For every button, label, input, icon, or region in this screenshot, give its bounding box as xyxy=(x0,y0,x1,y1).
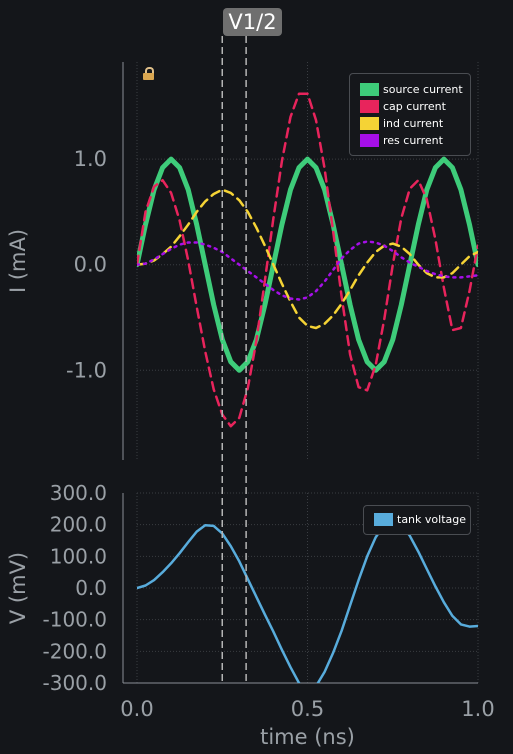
series-line-cap-current[interactable] xyxy=(137,92,478,428)
legend-label: tank voltage xyxy=(397,513,466,526)
y-tick-label: 1.0 xyxy=(74,147,107,171)
series-line-res-current[interactable] xyxy=(137,240,478,301)
cursor-layer xyxy=(221,36,247,683)
legend-label: source current xyxy=(383,83,463,96)
y-tick-label: 0.0 xyxy=(74,253,107,277)
voltage-legend: tank voltage xyxy=(363,505,471,535)
legend-swatch xyxy=(374,513,393,526)
y-axis-label: V (mV) xyxy=(6,552,30,624)
current-legend: source current cap current ind current r… xyxy=(349,73,471,156)
label-layer: -1.0 0.0 1.0 I (mA) 300.0 200.0 100.0 0.0 -100.0… xyxy=(6,147,495,749)
voltage-plot-area[interactable] xyxy=(137,518,478,696)
y-tick-label: 0.0 xyxy=(75,576,107,600)
y-tick-label: 100.0 xyxy=(50,544,107,568)
legend-label: res current xyxy=(383,134,443,147)
legend-label: ind current xyxy=(383,117,444,130)
x-tick-label: 0.0 xyxy=(120,697,153,721)
series-line-ind-current[interactable] xyxy=(137,188,478,330)
y-tick-label: 200.0 xyxy=(50,513,107,537)
series-line-source-current[interactable] xyxy=(137,156,478,373)
y-tick-label: -100.0 xyxy=(43,608,107,632)
legend-item[interactable]: cap current xyxy=(360,98,446,115)
y-tick-label: -200.0 xyxy=(43,639,107,663)
y-axis-label: I (mA) xyxy=(6,229,30,293)
legend-label: cap current xyxy=(383,100,446,113)
legend-swatch xyxy=(360,134,379,147)
legend-swatch xyxy=(360,100,379,113)
cursor-label[interactable]: V1/2 xyxy=(223,8,282,36)
x-axis-label: time (ns) xyxy=(260,725,355,749)
y-tick-label: 300.0 xyxy=(50,481,107,505)
current-plot-area[interactable] xyxy=(137,92,478,428)
legend-swatch xyxy=(360,83,379,96)
legend-item[interactable]: res current xyxy=(360,132,443,149)
x-tick-label: 0.5 xyxy=(291,697,324,721)
legend-item[interactable]: tank voltage xyxy=(374,511,466,528)
legend-item[interactable]: source current xyxy=(360,81,463,98)
y-tick-label: -1.0 xyxy=(66,358,107,382)
lock-icon[interactable] xyxy=(142,67,155,80)
legend-swatch xyxy=(360,117,379,130)
y-tick-label: -300.0 xyxy=(43,671,107,695)
series-line-tank-voltage[interactable] xyxy=(137,518,478,696)
legend-item[interactable]: ind current xyxy=(360,115,443,132)
x-tick-label: 1.0 xyxy=(461,697,494,721)
